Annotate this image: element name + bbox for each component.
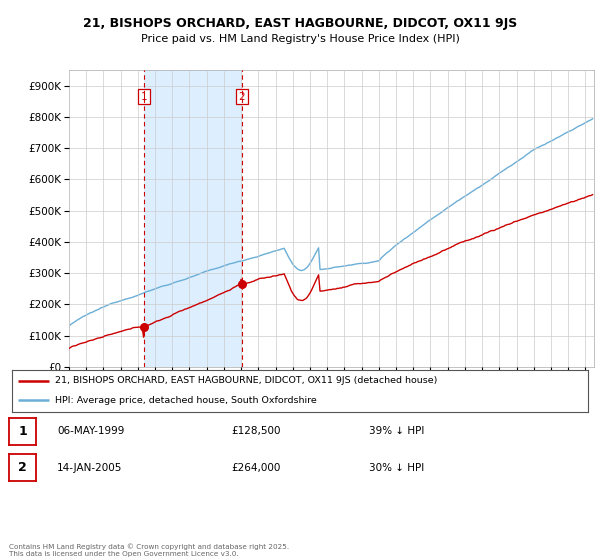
Text: 21, BISHOPS ORCHARD, EAST HAGBOURNE, DIDCOT, OX11 9JS: 21, BISHOPS ORCHARD, EAST HAGBOURNE, DID… [83, 17, 517, 30]
Text: Price paid vs. HM Land Registry's House Price Index (HPI): Price paid vs. HM Land Registry's House … [140, 34, 460, 44]
Text: 14-JAN-2005: 14-JAN-2005 [57, 463, 122, 473]
Text: £128,500: £128,500 [231, 426, 281, 436]
Text: 1: 1 [140, 92, 147, 102]
Text: 39% ↓ HPI: 39% ↓ HPI [369, 426, 424, 436]
Text: 2: 2 [239, 92, 245, 102]
Text: 06-MAY-1999: 06-MAY-1999 [57, 426, 124, 436]
Bar [144, 70, 242, 367]
Text: 21, BISHOPS ORCHARD, EAST HAGBOURNE, DIDCOT, OX11 9JS (detached house): 21, BISHOPS ORCHARD, EAST HAGBOURNE, DID… [55, 376, 437, 385]
Text: Contains HM Land Registry data © Crown copyright and database right 2025.
This d: Contains HM Land Registry data © Crown c… [9, 544, 289, 557]
Text: HPI: Average price, detached house, South Oxfordshire: HPI: Average price, detached house, Sout… [55, 396, 317, 405]
Text: 2: 2 [18, 461, 27, 474]
Text: £264,000: £264,000 [231, 463, 280, 473]
Point [139, 322, 149, 331]
Text: 30% ↓ HPI: 30% ↓ HPI [369, 463, 424, 473]
Text: 1: 1 [18, 424, 27, 438]
Point [237, 280, 247, 289]
